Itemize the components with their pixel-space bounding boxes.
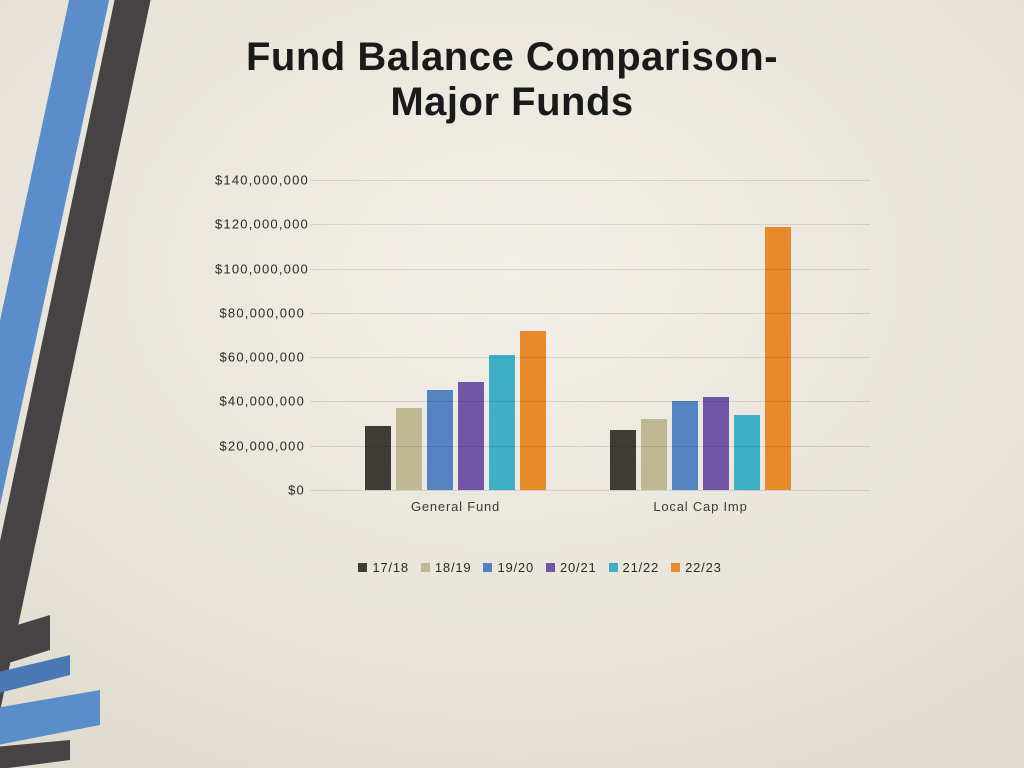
title-line-1: Fund Balance Comparison-	[0, 35, 1024, 80]
bar	[396, 408, 422, 490]
gridline	[310, 180, 870, 181]
y-axis-label: $80,000,000	[215, 305, 305, 320]
bar	[458, 382, 484, 491]
bar	[610, 430, 636, 490]
legend-swatch	[483, 563, 492, 572]
y-axis-label: $0	[215, 483, 305, 498]
bar	[734, 415, 760, 490]
legend-item: 20/21	[546, 560, 597, 575]
legend-label: 22/23	[685, 560, 722, 575]
legend: 17/18 18/19 19/20 20/21 21/22 22/23	[210, 560, 870, 575]
legend-swatch	[421, 563, 430, 572]
gridline	[310, 357, 870, 358]
bar	[765, 227, 791, 491]
bars-layer: General FundLocal Cap Imp	[310, 180, 870, 490]
y-axis-label: $120,000,000	[215, 217, 305, 232]
legend-label: 21/22	[623, 560, 660, 575]
gridline	[310, 401, 870, 402]
legend-swatch	[358, 563, 367, 572]
legend-item: 18/19	[421, 560, 472, 575]
gridline	[310, 269, 870, 270]
plot-area: General FundLocal Cap Imp $0$20,000,000$…	[310, 180, 870, 490]
bar-chart: General FundLocal Cap Imp $0$20,000,000$…	[210, 180, 870, 530]
legend-label: 19/20	[497, 560, 534, 575]
legend-item: 19/20	[483, 560, 534, 575]
bar	[703, 397, 729, 490]
legend-item: 21/22	[609, 560, 660, 575]
bar	[427, 390, 453, 490]
title-line-2: Major Funds	[0, 80, 1024, 125]
legend-label: 20/21	[560, 560, 597, 575]
legend-swatch	[671, 563, 680, 572]
gridline	[310, 224, 870, 225]
y-axis-label: $100,000,000	[215, 261, 305, 276]
x-axis-category-label: Local Cap Imp	[610, 499, 791, 514]
chart-title: Fund Balance Comparison- Major Funds	[0, 35, 1024, 125]
bar-group	[365, 331, 546, 490]
y-axis-label: $140,000,000	[215, 173, 305, 188]
y-axis-label: $60,000,000	[215, 350, 305, 365]
legend-item: 22/23	[671, 560, 722, 575]
legend-swatch	[609, 563, 618, 572]
x-axis-category-label: General Fund	[365, 499, 546, 514]
legend-swatch	[546, 563, 555, 572]
bar	[489, 355, 515, 490]
gridline	[310, 446, 870, 447]
bar-group	[610, 227, 791, 491]
legend-label: 18/19	[435, 560, 472, 575]
bar	[520, 331, 546, 490]
legend-label: 17/18	[372, 560, 409, 575]
y-axis-label: $20,000,000	[215, 438, 305, 453]
gridline	[310, 313, 870, 314]
bar	[641, 419, 667, 490]
y-axis-label: $40,000,000	[215, 394, 305, 409]
legend-item: 17/18	[358, 560, 409, 575]
gridline	[310, 490, 870, 491]
bar	[365, 426, 391, 490]
